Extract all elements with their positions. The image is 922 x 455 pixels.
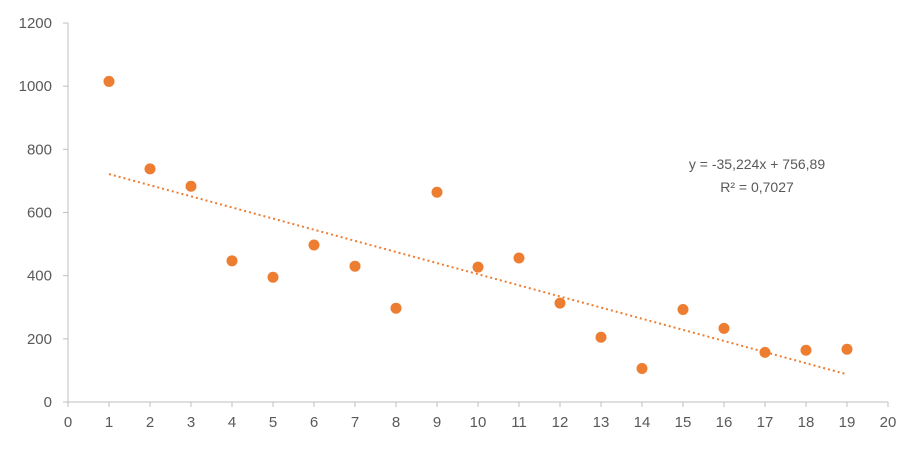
y-tick-label: 0 [44,394,52,411]
data-point [595,331,607,343]
x-tick-label: 11 [511,414,527,431]
x-tick-label: 5 [269,414,277,431]
data-point [267,271,279,283]
data-point [800,344,812,356]
x-tick-label: 16 [716,414,733,431]
x-tick-label: 1 [105,414,113,431]
data-point [431,186,443,198]
x-tick-label: 8 [392,414,400,431]
x-tick-label: 12 [552,414,569,431]
trendline [108,173,848,376]
trendline-annotation: y = -35,224x + 756,89 R² = 0,7027 [689,156,825,195]
r-squared-label: R² = 0,7027 [720,179,794,195]
data-point [390,302,402,314]
y-tick-label: 400 [27,268,52,285]
data-point [144,163,156,175]
data-point [349,260,361,272]
x-tick-label: 6 [310,414,318,431]
x-tick-label: 15 [675,414,692,431]
x-tick-label: 0 [64,414,72,431]
data-point [185,180,197,192]
x-tick-label: 7 [351,414,359,431]
data-point [513,252,525,264]
data-point [308,239,320,251]
y-tick-label: 200 [27,331,52,348]
y-tick-label: 600 [27,205,52,222]
y-tick-label: 1200 [19,15,52,32]
y-tick-label: 1000 [19,78,52,95]
x-tick-label: 2 [146,414,154,431]
data-point [677,303,689,315]
equation-label: y = -35,224x + 756,89 [689,156,825,172]
data-point [841,343,853,355]
data-point [718,322,730,334]
x-tick-label: 13 [593,414,610,431]
x-tick-label: 3 [187,414,195,431]
data-points [103,75,853,375]
data-point [103,75,115,87]
trendline-group [108,173,848,376]
data-point [472,261,484,273]
data-point [636,363,648,375]
axes [67,23,888,403]
x-tick-label: 20 [880,414,897,431]
data-point [759,346,771,358]
x-tick-label: 14 [634,414,651,431]
data-point [554,297,566,309]
x-tick-label: 18 [798,414,815,431]
data-point [226,255,238,267]
x-tick-label: 9 [433,414,441,431]
x-tick-label: 19 [839,414,856,431]
y-tick-label: 800 [27,141,52,158]
tick-labels: 0 1 2 3 4 5 6 7 8 9 10 11 12 13 14 15 16 17 18 19 2002004006… [19,15,897,431]
x-tick-label: 17 [757,414,774,431]
x-tick-label: 4 [228,414,236,431]
x-tick-label: 10 [470,414,487,431]
